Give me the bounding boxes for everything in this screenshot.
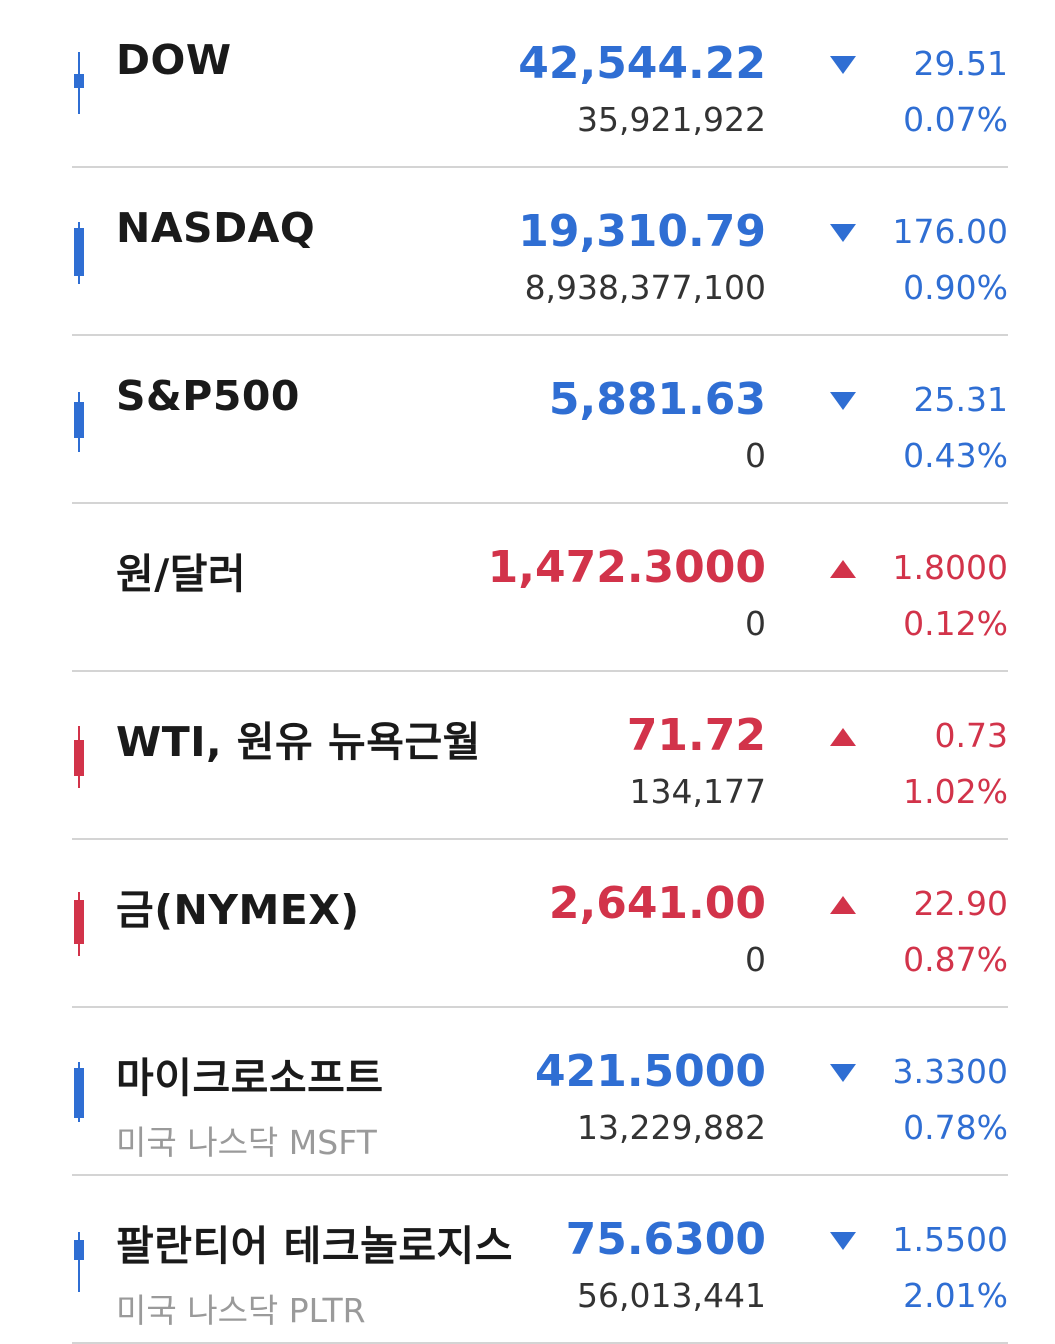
item-market: 미국 나스닥 PLTR [116,1291,366,1330]
list-item[interactable]: 마이크로소프트 미국 나스닥 MSFT 421.5000 13,229,882 … [72,1008,1008,1176]
candle-icon [72,392,86,452]
item-percent: 0.78% [903,1108,1008,1147]
item-name: 마이크로소프트 [116,1054,384,1102]
item-price: 42,544.22 [518,38,766,89]
item-price: 75.6300 [565,1214,766,1265]
list-item[interactable]: 원/달러 1,472.3000 0 1.8000 0.12% [72,504,1008,672]
item-name: S&P500 [116,372,300,420]
item-volume: 8,938,377,100 [524,268,766,307]
item-name: NASDAQ [116,204,316,252]
item-percent: 0.43% [903,436,1008,475]
item-volume: 0 [745,940,766,979]
item-volume: 56,013,441 [577,1276,766,1315]
up-triangle-icon [830,728,856,746]
item-volume: 0 [745,604,766,643]
item-percent: 0.07% [903,100,1008,139]
list-item[interactable]: WTI, 원유 뉴욕근월 71.72 134,177 0.73 1.02% [72,672,1008,840]
item-name: 팔란티어 테크놀로지스 [116,1222,513,1270]
list-item[interactable]: 금(NYMEX) 2,641.00 0 22.90 0.87% [72,840,1008,1008]
candle-icon [72,1062,86,1122]
up-triangle-icon [830,896,856,914]
down-triangle-icon [830,224,856,242]
item-change: 1.5500 [892,1220,1008,1259]
item-change: 3.3300 [892,1052,1008,1091]
item-price: 19,310.79 [518,206,766,257]
item-change: 22.90 [913,884,1008,923]
item-volume: 0 [745,436,766,475]
item-price: 1,472.3000 [487,542,766,593]
candle-icon [72,892,86,956]
item-percent: 2.01% [903,1276,1008,1315]
item-volume: 35,921,922 [577,100,766,139]
item-percent: 1.02% [903,772,1008,811]
candle-icon [72,52,86,114]
item-price: 5,881.63 [548,374,766,425]
item-name: 원/달러 [116,550,247,598]
item-price: 71.72 [626,710,766,761]
item-change: 25.31 [913,380,1008,419]
item-name: DOW [116,36,232,84]
candle-icon [72,726,86,788]
candle-icon [72,222,86,284]
down-triangle-icon [830,1064,856,1082]
item-percent: 0.12% [903,604,1008,643]
list-item[interactable]: S&P500 5,881.63 0 25.31 0.43% [72,336,1008,504]
item-name: 금(NYMEX) [116,886,360,934]
item-name: WTI, 원유 뉴욕근월 [116,718,481,766]
item-price: 2,641.00 [548,878,766,929]
list-item[interactable]: 팔란티어 테크놀로지스 미국 나스닥 PLTR 75.6300 56,013,4… [72,1176,1008,1344]
up-triangle-icon [830,560,856,578]
item-percent: 0.87% [903,940,1008,979]
list-item[interactable]: NASDAQ 19,310.79 8,938,377,100 176.00 0.… [72,168,1008,336]
down-triangle-icon [830,1232,856,1250]
item-change: 1.8000 [892,548,1008,587]
down-triangle-icon [830,392,856,410]
list-item[interactable]: DOW 42,544.22 35,921,922 29.51 0.07% [72,0,1008,168]
item-change: 29.51 [913,44,1008,83]
candle-icon [72,1232,86,1292]
item-volume: 13,229,882 [577,1108,766,1147]
item-market: 미국 나스닥 MSFT [116,1123,377,1162]
down-triangle-icon [830,56,856,74]
item-volume: 134,177 [629,772,766,811]
item-price: 421.5000 [534,1046,766,1097]
item-percent: 0.90% [903,268,1008,307]
item-change: 0.73 [934,716,1008,755]
item-change: 176.00 [892,212,1008,251]
